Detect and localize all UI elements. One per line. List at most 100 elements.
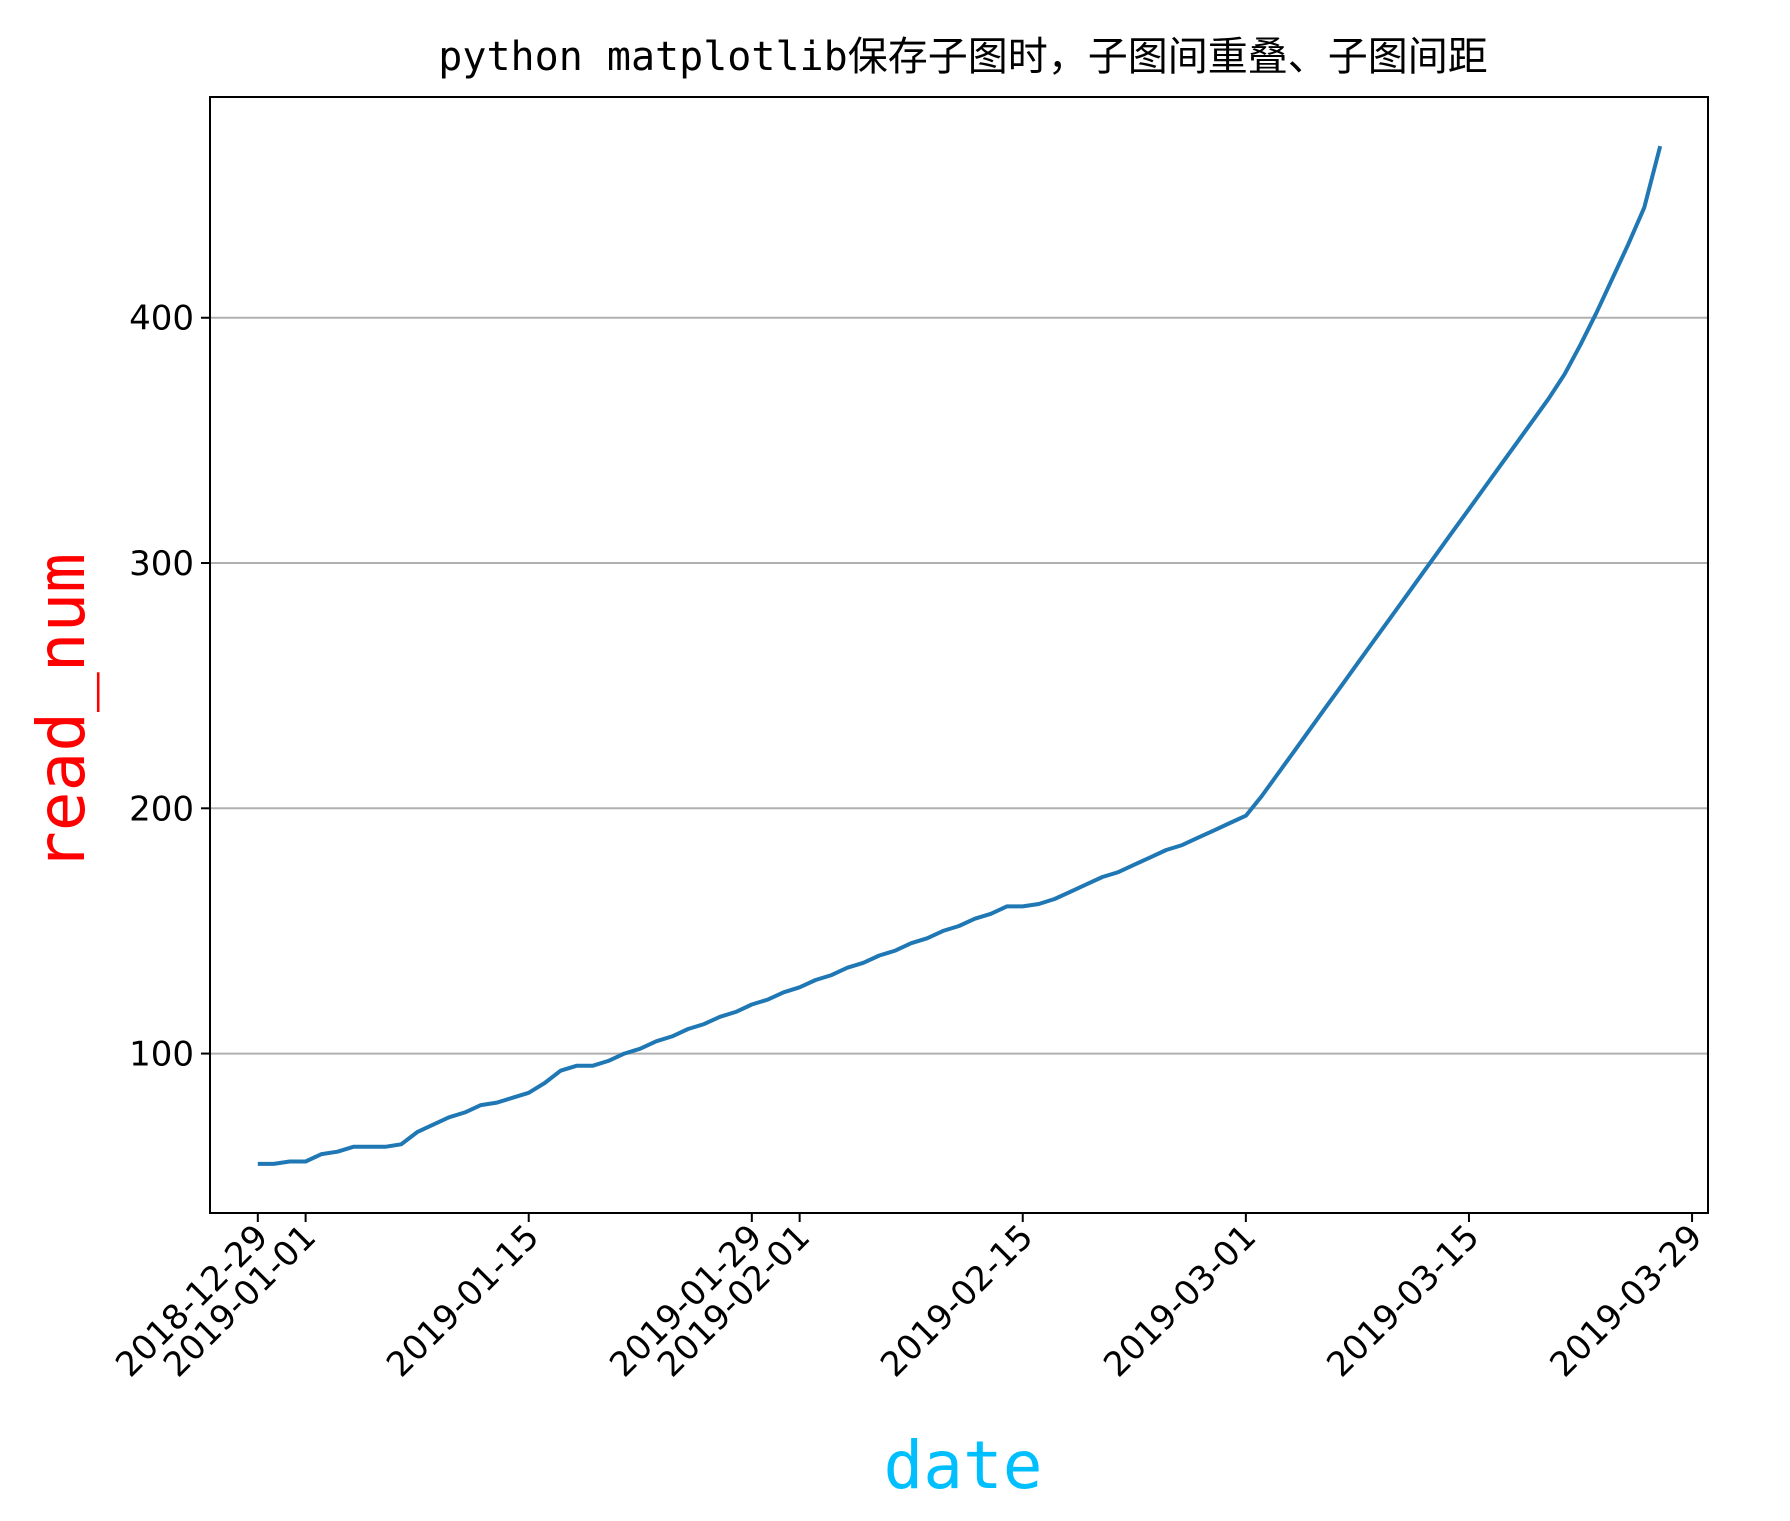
data-point [1467,507,1471,511]
y-tick-label: 100 [129,1035,194,1075]
data-point [1483,485,1487,489]
data-point [830,973,834,977]
series-layer [256,144,1663,1166]
data-point [782,990,786,994]
data-point [320,1152,324,1156]
data-point [1260,794,1264,798]
data-point [1451,529,1455,533]
data-point [1116,870,1120,874]
data-point [272,1162,276,1166]
data-point [686,1027,690,1031]
data-point [750,1003,754,1007]
data-point [925,936,929,940]
data-point [479,1103,483,1107]
data-point [622,1052,626,1056]
data-point [304,1160,308,1164]
data-point [559,1069,563,1073]
data-point [336,1150,340,1154]
data-point [1164,848,1168,852]
data-point [1021,904,1025,908]
plot-frame [209,96,1709,1214]
data-point [1196,836,1200,840]
data-point [1371,640,1375,644]
data-point [670,1034,674,1038]
data-point [415,1130,419,1134]
data-point [511,1096,515,1100]
data-point [447,1115,451,1119]
data-point [973,917,977,921]
data-point [814,978,818,982]
data-point [1340,684,1344,688]
data-point [1037,902,1041,906]
data-point [463,1110,467,1114]
data-point [1563,372,1567,376]
data-point [1180,843,1184,847]
data-point [734,1010,738,1014]
data-point [1403,595,1407,599]
data-point [941,929,945,933]
data-point [1244,814,1248,818]
data-point [1212,828,1216,832]
data-point [1642,205,1646,209]
data-point [606,1059,610,1063]
data-point [1435,551,1439,555]
data-point [1100,875,1104,879]
data-point [702,1022,706,1026]
data-point [1324,706,1328,710]
data-point [543,1081,547,1085]
data-point [383,1145,387,1149]
data-point [1292,750,1296,754]
data-point [845,966,849,970]
data-point [351,1145,355,1149]
data-point [1308,728,1312,732]
grid-lines [210,316,1708,1055]
data-point [1658,144,1662,148]
data-point [1148,855,1152,859]
data-point [957,924,961,928]
data-point [766,998,770,1002]
data-point [256,1162,260,1166]
data-point [431,1123,435,1127]
y-tick-label: 300 [129,544,194,584]
data-point [1579,343,1583,347]
data-point [1626,242,1630,246]
data-point [399,1142,403,1146]
data-point [1499,463,1503,467]
data-point [1594,311,1598,315]
data-point [893,949,897,953]
data-point [909,941,913,945]
y-axis-label: read_num [23,553,100,871]
y-tick-label: 400 [129,299,194,339]
data-point [1228,821,1232,825]
data-point [654,1039,658,1043]
chart-title: python matplotlib保存子图时，子图间重叠、子图间距 [438,34,1487,80]
data-point [877,954,881,958]
data-point [989,912,993,916]
y-axis: 100 200 300 400 [129,299,210,1075]
data-point [575,1064,579,1068]
data-point [1610,277,1614,281]
data-point [1276,772,1280,776]
data-point [1547,397,1551,401]
data-point [1355,662,1359,666]
data-point [1515,441,1519,445]
series-line [257,145,1663,1166]
data-point [798,985,802,989]
data-point [591,1064,595,1068]
data-point [1132,863,1136,867]
y-tick-label: 200 [129,789,194,829]
data-point [1085,882,1089,886]
x-axis-label: date [884,1427,1043,1504]
data-point [527,1091,531,1095]
data-point [1387,617,1391,621]
data-point [1005,904,1009,908]
data-point [1053,897,1057,901]
data-point [367,1145,371,1149]
data-point [1069,890,1073,894]
data-point [638,1047,642,1051]
data-point [1531,419,1535,423]
data-point [288,1160,292,1164]
data-point [861,961,865,965]
